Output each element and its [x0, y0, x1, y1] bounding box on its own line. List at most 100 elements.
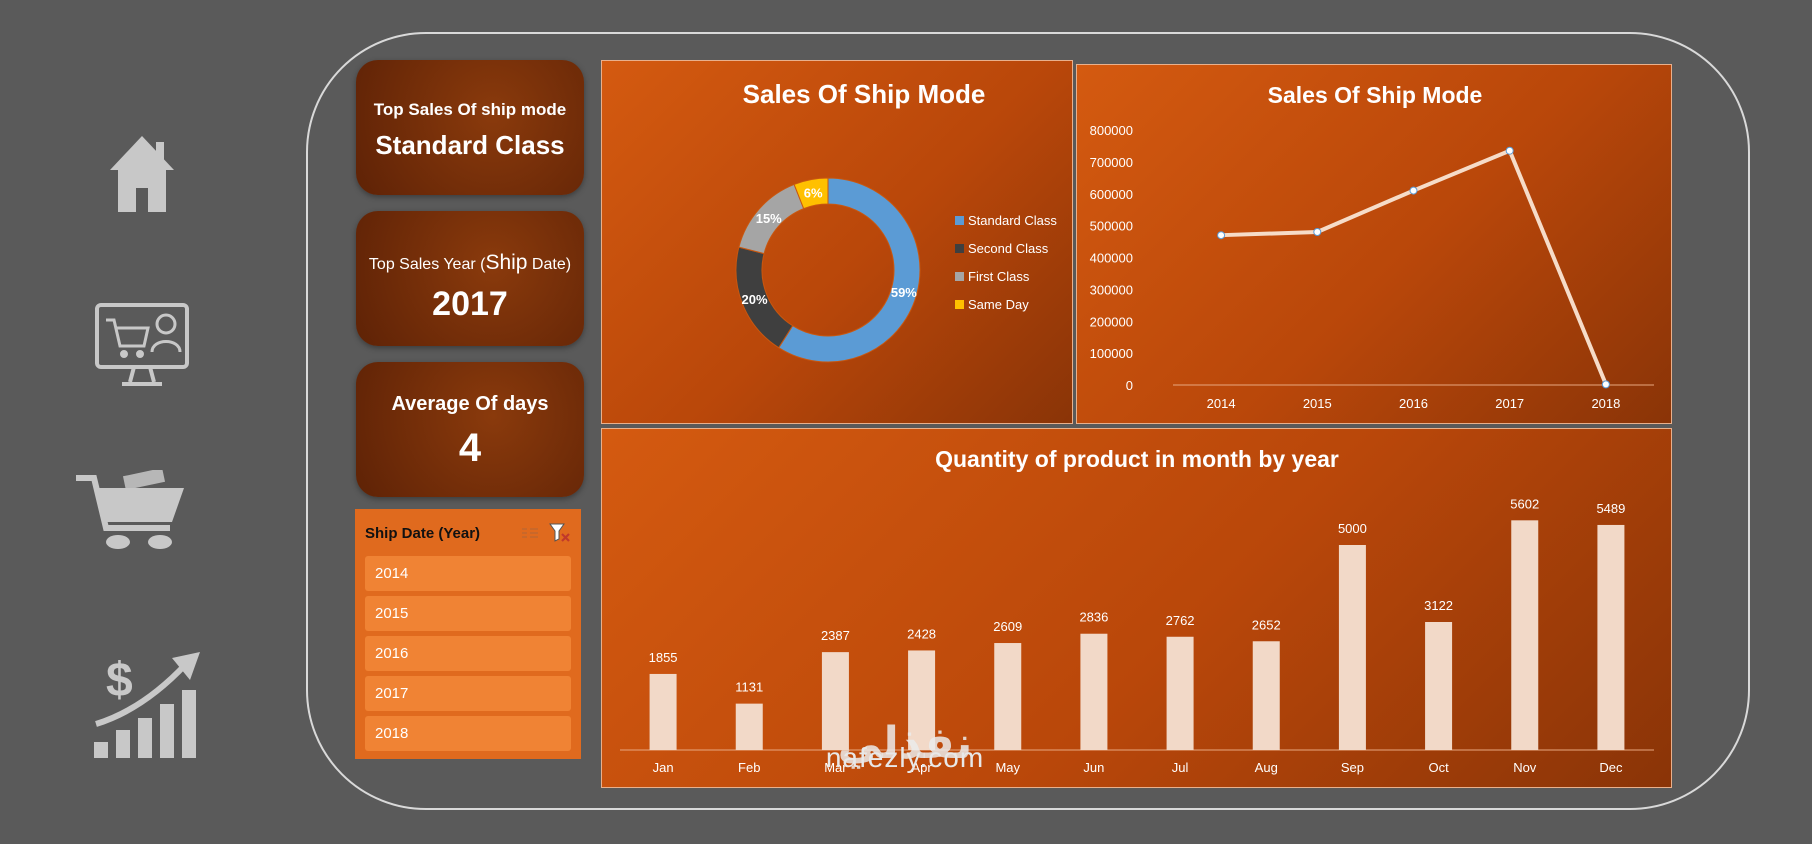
legend-entry: Same Day	[968, 297, 1029, 312]
x-tick-label: 2018	[1591, 396, 1620, 411]
line-point[interactable]	[1601, 380, 1610, 389]
bar-sep[interactable]	[1338, 545, 1366, 750]
bar-data-label: 2652	[1252, 617, 1281, 632]
x-tick-label: Aug	[1255, 760, 1278, 775]
bar-data-label: 2428	[907, 626, 936, 641]
chart-title: Quantity of product in month by year	[935, 446, 1339, 472]
bar-data-label: 2387	[821, 628, 850, 643]
x-tick-label: 2015	[1303, 396, 1332, 411]
kpi-label-suffix: Date)	[527, 256, 572, 273]
kpi-top-ship-mode: Top Sales Of ship mode Standard Class	[356, 60, 584, 195]
legend-entry: Standard Class	[968, 213, 1057, 228]
kpi-value: 2017	[432, 285, 508, 323]
online-shop-icon[interactable]	[94, 302, 190, 388]
clear-filter-icon[interactable]	[549, 523, 571, 543]
shopping-cart-icon[interactable]	[74, 470, 186, 552]
line-point[interactable]	[1505, 146, 1514, 155]
x-tick-label: Jul	[1172, 760, 1189, 775]
kpi-value: 4	[458, 426, 482, 470]
watermark-arabic: نفذلي	[837, 718, 973, 769]
x-tick-label: Jan	[653, 760, 674, 775]
donut-slice-same-day[interactable]	[793, 177, 829, 210]
line-point[interactable]	[1313, 228, 1322, 236]
legend-swatch	[955, 244, 964, 253]
sales-line[interactable]	[1221, 148, 1608, 386]
donut-slice-standard-class[interactable]	[778, 177, 921, 363]
x-tick-label: Sep	[1341, 760, 1364, 775]
bar-data-label: 5602	[1510, 496, 1539, 511]
y-tick-label: 200000	[1090, 314, 1133, 329]
bar-data-label: 2762	[1166, 613, 1195, 628]
bar-nov[interactable]	[1511, 520, 1539, 750]
kpi-value: Standard Class	[375, 130, 565, 160]
donut-data-label: 20%	[742, 292, 768, 307]
x-tick-label: Feb	[738, 760, 760, 775]
y-tick-label: 100000	[1090, 346, 1133, 361]
dashboard-frame	[306, 32, 1750, 810]
bar-data-label: 1855	[649, 650, 678, 665]
kpi-label: Top Sales Year (Ship Date)	[356, 251, 584, 275]
slicer-item-2014[interactable]: 2014	[365, 556, 571, 591]
ship-year-slicer: Ship Date (Year) 2014 2015 2016 2017 201…	[355, 509, 581, 759]
x-tick-label: Apr	[911, 760, 932, 775]
kpi-top-year: Top Sales Year (Ship Date) 2017	[356, 211, 584, 346]
bar-data-label: 2836	[1079, 610, 1108, 625]
slicer-title: Ship Date (Year)	[365, 524, 481, 542]
x-tick-label: 2016	[1399, 396, 1428, 411]
bar-jun[interactable]	[1080, 633, 1108, 750]
slicer-item-2015[interactable]: 2015	[365, 596, 571, 631]
line-chart-panel[interactable]: Sales Of Ship Mode 0 100000 200000 300000 40…	[1076, 64, 1672, 424]
x-tick-label: 2017	[1495, 396, 1524, 411]
sales-growth-icon[interactable]: $	[92, 650, 204, 760]
donut-data-label: 59%	[891, 285, 917, 300]
bar-chart: Quantity of product in month by year 185…	[620, 446, 1654, 775]
donut-chart-panel[interactable]: Sales Of Ship Mode 59% 20% 15% 6% Standard …	[601, 60, 1073, 424]
y-tick-label: 300000	[1090, 282, 1133, 297]
multi-select-icon[interactable]	[521, 526, 539, 540]
donut-chart: Sales Of Ship Mode 59% 20% 15% 6% Standard …	[735, 79, 1057, 363]
x-tick-label: 2014	[1207, 396, 1236, 411]
donut-data-label: 15%	[756, 211, 782, 226]
legend-swatch	[955, 300, 964, 309]
x-tick-label: Dec	[1599, 760, 1623, 775]
bar-jan[interactable]	[649, 673, 677, 750]
x-tick-label: Mar	[824, 760, 847, 775]
bar-aug[interactable]	[1252, 641, 1280, 750]
bar-jul[interactable]	[1166, 636, 1194, 750]
bar-chart-panel[interactable]: Quantity of product in month by year 185…	[601, 428, 1672, 788]
bar-data-label: 5489	[1596, 501, 1625, 516]
slicer-header: Ship Date (Year)	[365, 515, 571, 551]
bar-mar[interactable]	[821, 652, 849, 750]
slicer-buttons	[521, 523, 571, 543]
svg-text:$: $	[106, 654, 133, 707]
bar-apr[interactable]	[908, 650, 936, 750]
chart-title: Sales Of Ship Mode	[743, 79, 986, 109]
x-tick-label: May	[995, 760, 1020, 775]
bar-data-label: 3122	[1424, 598, 1453, 613]
y-tick-label: 400000	[1090, 251, 1133, 266]
bar-data-label: 1131	[735, 680, 763, 695]
watermark-logo: nafezly.com	[825, 742, 985, 773]
slicer-item-2016[interactable]: 2016	[365, 636, 571, 671]
y-tick-label: 0	[1126, 378, 1133, 393]
legend-swatch	[955, 272, 964, 281]
line-point[interactable]	[1217, 231, 1226, 240]
bar-dec[interactable]	[1597, 524, 1625, 750]
y-tick-label: 600000	[1090, 187, 1133, 202]
slicer-item-2018[interactable]: 2018	[365, 716, 571, 751]
slicer-item-2017[interactable]: 2017	[365, 676, 571, 711]
y-tick-label: 500000	[1090, 219, 1133, 234]
home-icon[interactable]	[106, 132, 178, 214]
bar-feb[interactable]	[735, 703, 763, 750]
x-tick-label: Jun	[1083, 760, 1104, 775]
kpi-label: Top Sales Of ship mode	[373, 100, 567, 119]
line-chart: Sales Of Ship Mode 0 100000 200000 300000 40…	[1090, 82, 1654, 411]
legend-swatch	[955, 216, 964, 225]
y-tick-label: 800000	[1090, 123, 1133, 138]
x-tick-label: Nov	[1513, 760, 1537, 775]
bar-oct[interactable]	[1425, 621, 1453, 750]
kpi-label-prefix: Top Sales Year (	[368, 256, 486, 273]
bar-data-label: 5000	[1338, 521, 1367, 536]
line-point[interactable]	[1409, 186, 1418, 195]
bar-may[interactable]	[994, 643, 1022, 750]
